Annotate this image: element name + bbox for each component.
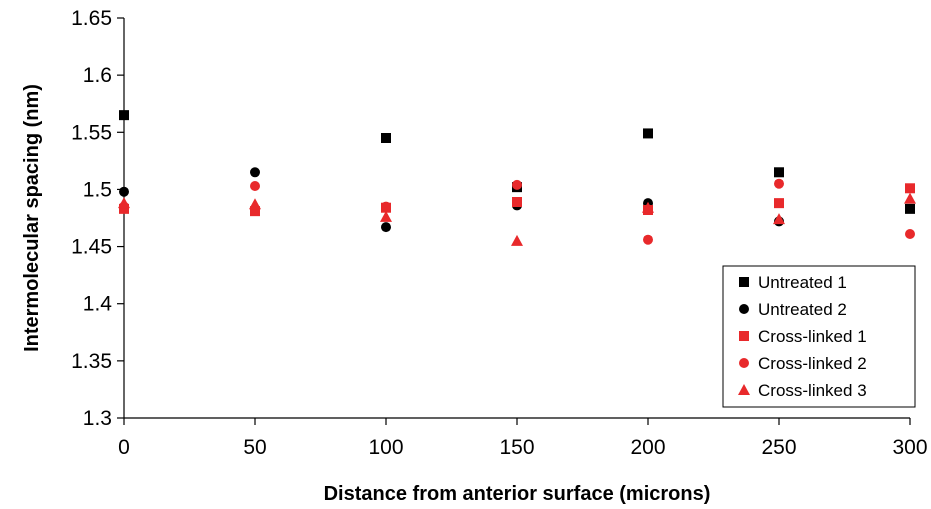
data-point-cross-linked-2 xyxy=(512,179,522,190)
data-point-cross-linked-1 xyxy=(774,198,784,209)
x-tick-label: 150 xyxy=(499,436,534,459)
data-point-cross-linked-2 xyxy=(905,229,915,239)
legend-label-untreated-1: Untreated 1 xyxy=(758,273,847,292)
data-point-cross-linked-1 xyxy=(250,206,260,217)
x-tick-label: 50 xyxy=(243,436,266,459)
x-axis-ticks: 0 50 100 150 200 250 300 xyxy=(118,418,928,459)
y-tick-label: 1.55 xyxy=(71,121,112,144)
x-tick-label: 300 xyxy=(892,436,927,459)
data-point-untreated-2 xyxy=(119,186,129,197)
data-point-untreated-1 xyxy=(381,133,391,143)
x-tick-label: 200 xyxy=(630,436,665,459)
legend-marker-cross-linked-2 xyxy=(739,358,749,368)
data-point-untreated-2 xyxy=(381,222,391,233)
y-tick-label: 1.4 xyxy=(83,293,113,316)
y-tick-label: 1.3 xyxy=(83,407,112,430)
data-point-cross-linked-2 xyxy=(250,181,260,191)
data-point-cross-linked-3 xyxy=(249,198,261,210)
legend-marker-cross-linked-1 xyxy=(739,331,749,341)
plot-area: 1.3 1.35 1.4 1.45 1.5 1.55 1.6 1.65 0 50 100 150 20… xyxy=(71,7,927,459)
legend-label-cross-linked-3: Cross-linked 3 xyxy=(758,381,867,400)
legend-marker-untreated-1 xyxy=(739,277,749,287)
legend-marker-untreated-2 xyxy=(739,304,749,314)
x-tick-label: 250 xyxy=(761,436,796,459)
data-point-untreated-2 xyxy=(250,167,260,178)
y-axis-ticks: 1.3 1.35 1.4 1.45 1.5 1.55 1.6 1.65 xyxy=(71,7,124,430)
legend-marker-cross-linked-3 xyxy=(738,384,750,395)
x-tick-label: 100 xyxy=(368,436,403,459)
y-tick-label: 1.35 xyxy=(71,350,112,373)
data-point-untreated-1 xyxy=(643,128,653,139)
data-point-untreated-1 xyxy=(119,110,129,121)
data-point-cross-linked-1 xyxy=(905,183,915,194)
legend-box xyxy=(722,265,916,408)
y-tick-label: 1.65 xyxy=(71,7,112,30)
data-points xyxy=(118,110,916,246)
data-point-cross-linked-3 xyxy=(773,213,785,225)
data-point-cross-linked-2 xyxy=(381,201,391,212)
y-tick-label: 1.45 xyxy=(71,236,112,259)
legend-items: Untreated 1 Untreated 2 Cross-linked 1 Cros… xyxy=(738,273,867,400)
data-point-cross-linked-3 xyxy=(380,210,392,222)
data-point-cross-linked-3 xyxy=(511,234,523,246)
data-point-cross-linked-2 xyxy=(643,234,653,245)
data-point-cross-linked-3 xyxy=(118,197,130,209)
data-point-cross-linked-2 xyxy=(774,178,784,189)
data-point-untreated-1 xyxy=(905,203,915,214)
data-point-cross-linked-3 xyxy=(904,192,916,204)
data-point-cross-linked-1 xyxy=(512,197,522,207)
y-tick-label: 1.6 xyxy=(83,64,112,87)
y-axis-title: Intermolecular spacing (nm) xyxy=(21,84,43,352)
x-tick-label: 0 xyxy=(118,436,130,459)
legend-label-cross-linked-2: Cross-linked 2 xyxy=(758,354,867,373)
legend-label-cross-linked-1: Cross-linked 1 xyxy=(758,327,867,346)
legend-label-untreated-2: Untreated 2 xyxy=(758,300,847,319)
x-axis-title: Distance from anterior surface (microns) xyxy=(324,483,711,505)
legend: Untreated 1 Untreated 2 Cross-linked 1 Cros… xyxy=(722,265,916,408)
data-point-cross-linked-3 xyxy=(642,201,654,213)
data-point-untreated-1 xyxy=(774,167,784,178)
y-tick-label: 1.5 xyxy=(83,178,112,201)
